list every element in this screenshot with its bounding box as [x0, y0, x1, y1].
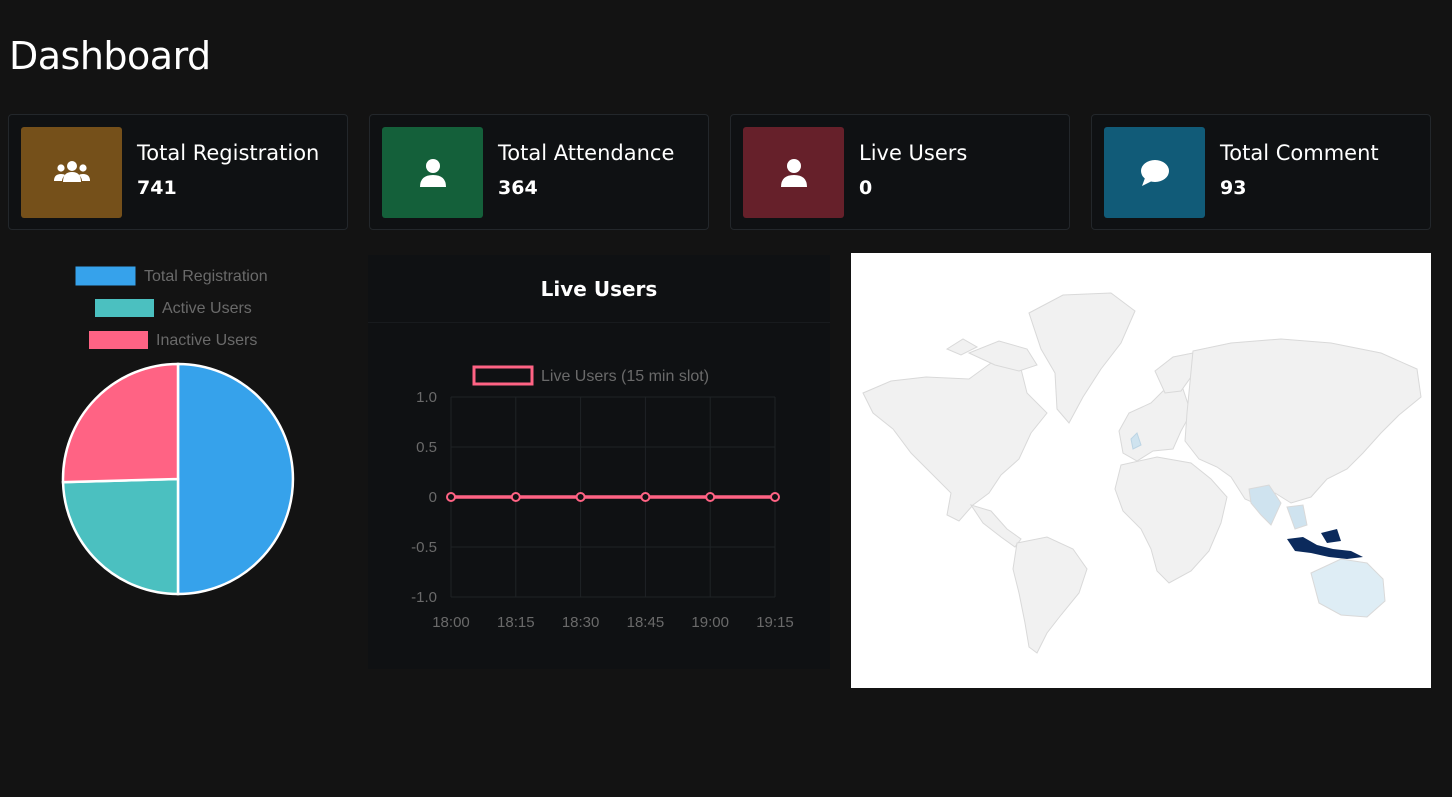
- map-region-india[interactable]: [1248, 484, 1282, 526]
- stat-label: Total Attendance: [498, 141, 675, 165]
- live-users-title: Live Users: [368, 255, 830, 323]
- map-region-africa[interactable]: [1114, 456, 1228, 584]
- x-tick-label: 18:30: [562, 614, 600, 631]
- data-point[interactable]: [510, 492, 521, 502]
- stat-label: Live Users: [859, 141, 968, 165]
- pie-legend-swatch: [89, 331, 148, 349]
- y-tick-label: 1.0: [416, 389, 437, 406]
- x-tick-label: 18:00: [432, 614, 470, 631]
- pie-slice[interactable]: [176, 362, 295, 596]
- y-tick-label: -1.0: [411, 589, 437, 606]
- pie-legend-swatch: [75, 266, 136, 286]
- live-users-chart: Live Users (15 min slot) 1.0 0.5 0 -0.5 -1.0…: [411, 365, 794, 631]
- pie-legend-item[interactable]: Active Users: [95, 299, 252, 317]
- x-tick-label: 18:45: [627, 614, 665, 631]
- stat-label: Total Registration: [137, 141, 320, 165]
- user-icon: [419, 158, 446, 187]
- world-map: [851, 253, 1431, 688]
- user-icon: [780, 158, 807, 187]
- map-region-central-america[interactable]: [969, 504, 1022, 548]
- data-point[interactable]: [575, 492, 586, 502]
- stat-icon-box: [382, 127, 483, 218]
- stat-value: 741: [137, 177, 177, 199]
- map-region-asia[interactable]: [1184, 338, 1422, 508]
- map-region-scandinavia[interactable]: [1154, 352, 1194, 394]
- stat-value: 0: [859, 177, 873, 199]
- stat-label: Total Comment: [1220, 141, 1379, 165]
- map-region-indonesia[interactable]: [1287, 529, 1363, 559]
- map-region-north-america[interactable]: [862, 362, 1048, 522]
- map-region-australia[interactable]: [1310, 558, 1386, 618]
- x-tick-label: 19:15: [756, 614, 794, 631]
- live-users-panel: Live Users Live Users (15 min slot) 1.0 0…: [368, 255, 830, 669]
- x-tick-label: 19:00: [691, 614, 729, 631]
- line-series: [446, 492, 780, 502]
- y-axis: 1.0 0.5 0 -0.5 -1.0: [411, 389, 437, 606]
- map-region-canada-islands[interactable]: [945, 338, 1038, 372]
- pie-legend-item[interactable]: Inactive Users: [89, 331, 257, 349]
- pie-slice[interactable]: [61, 477, 180, 596]
- page-title: Dashboard: [9, 34, 211, 78]
- stat-value: 364: [498, 177, 538, 199]
- stat-card-live-users: Live Users 0: [730, 114, 1070, 230]
- comment-icon: [1140, 159, 1169, 186]
- data-point[interactable]: [705, 492, 716, 502]
- users-icon: [53, 160, 90, 182]
- x-tick-label: 18:15: [497, 614, 535, 631]
- stat-icon-box: [1104, 127, 1205, 218]
- pie-slice[interactable]: [61, 362, 180, 484]
- y-tick-label: -0.5: [411, 539, 437, 556]
- map-region-greenland[interactable]: [1028, 292, 1136, 424]
- map-region-europe[interactable]: [1118, 388, 1192, 462]
- y-tick-label: 0.5: [416, 439, 437, 456]
- map-region-uk[interactable]: [1130, 432, 1142, 450]
- pie-legend-label: Inactive Users: [156, 332, 257, 349]
- line-legend-item[interactable]: Live Users (15 min slot): [472, 365, 709, 386]
- stat-value: 93: [1220, 177, 1247, 199]
- pie-legend-item[interactable]: Total Registration: [75, 266, 268, 286]
- pie-slices: [61, 362, 295, 596]
- pie-chart: Total Registration Active Users Inactive…: [0, 255, 355, 605]
- stat-card-total-registration: Total Registration 741: [8, 114, 348, 230]
- data-point[interactable]: [770, 492, 780, 502]
- data-point[interactable]: [640, 492, 651, 502]
- stat-card-total-comment: Total Comment 93: [1091, 114, 1431, 230]
- y-tick-label: 0: [429, 489, 437, 506]
- pie-legend-swatch: [95, 299, 154, 317]
- map-region-south-america[interactable]: [1012, 536, 1088, 654]
- map-region-southeast-asia[interactable]: [1286, 504, 1308, 530]
- pie-legend-label: Total Registration: [144, 268, 268, 285]
- x-axis: 18:00 18:15 18:30 18:45 19:00 19:15: [432, 614, 794, 631]
- stat-icon-box: [21, 127, 122, 218]
- pie-legend-label: Active Users: [162, 300, 252, 317]
- line-legend-swatch: [472, 365, 534, 386]
- stat-icon-box: [743, 127, 844, 218]
- line-legend-label: Live Users (15 min slot): [541, 368, 709, 385]
- stat-card-total-attendance: Total Attendance 364: [369, 114, 709, 230]
- data-point[interactable]: [446, 492, 456, 502]
